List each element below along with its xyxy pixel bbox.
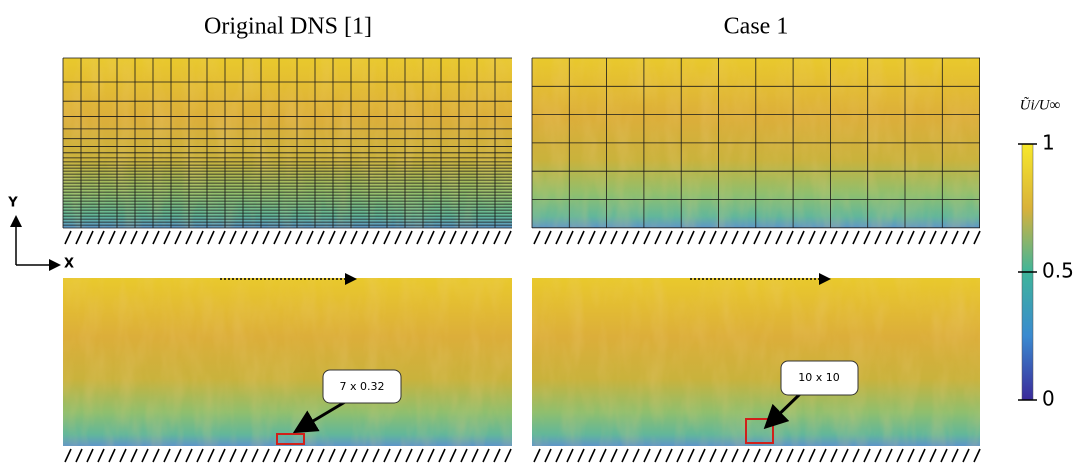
colorbar-tick-label: 0.5 — [1042, 259, 1074, 283]
turbulence — [63, 58, 512, 228]
wall-hatch — [65, 231, 511, 244]
turbulence — [63, 278, 512, 446]
panel-title: Case 1 — [724, 14, 789, 40]
page: {"panels": {"left_title": "Original DNS … — [0, 0, 1081, 465]
figure: Original DNS [1] Case 1 Y X 7 x 0.32 10 … — [0, 0, 1081, 465]
x-label: X — [64, 257, 74, 272]
wall-hatch — [65, 449, 511, 462]
colorbar-tick-label: 1 — [1042, 131, 1055, 155]
panel-title: Original DNS [1] — [204, 14, 372, 40]
wall-hatch — [534, 449, 980, 462]
colorbar-tick-label: 0 — [1042, 387, 1055, 411]
callout-text: 7 x 0.32 — [340, 380, 385, 393]
callout-text: 10 x 10 — [798, 371, 840, 384]
wall-hatch — [534, 231, 980, 244]
panels — [63, 58, 980, 462]
turbulence — [532, 278, 980, 446]
y-label: Y — [7, 196, 18, 211]
colorbar-label: Ũi/U∞ — [1020, 96, 1061, 113]
